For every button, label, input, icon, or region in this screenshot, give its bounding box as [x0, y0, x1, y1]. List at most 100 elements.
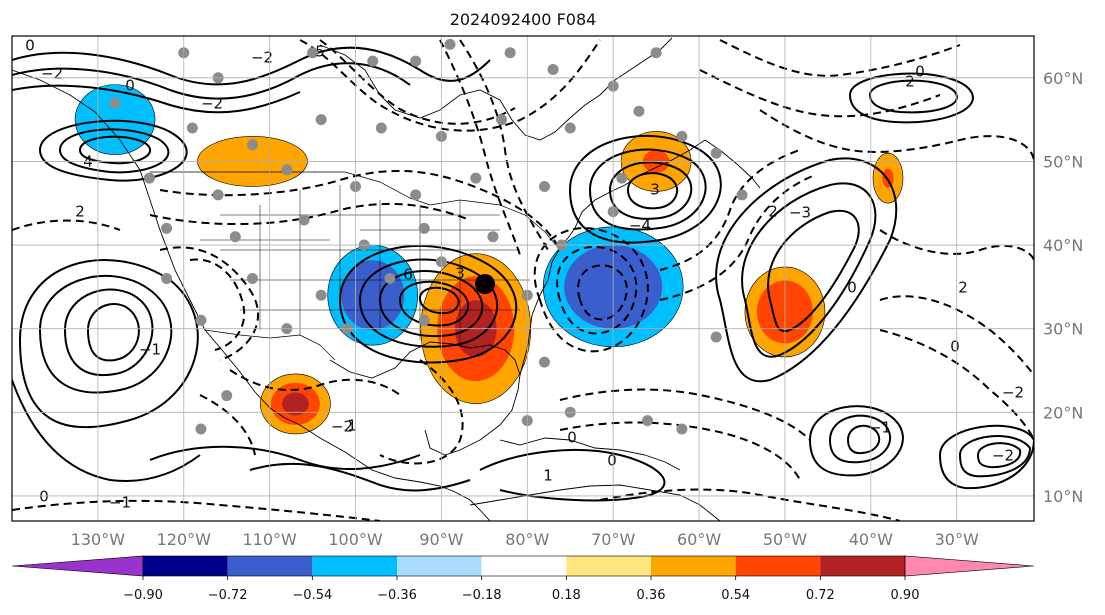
- colorbar-tick-label: 0.18: [552, 588, 581, 603]
- contour-ne-atl-1: [848, 72, 974, 124]
- colorbar-tick-label: 0.72: [806, 588, 835, 603]
- station-dot: [298, 214, 310, 226]
- lon-tick-label: 50°W: [763, 530, 807, 549]
- colorbar-labels: −0.90 −0.72 −0.54 −0.36 −0.18 0.18 0.36 0.54 0.7…: [123, 576, 919, 603]
- contour-neg-west-pac: [12, 219, 121, 231]
- station-dot: [410, 55, 422, 67]
- station-dot: [418, 222, 430, 234]
- colorbar-segment: [566, 556, 651, 576]
- contour-neg-mid-atl-2: [659, 174, 816, 301]
- contour-mexico: [149, 445, 421, 471]
- contour-central-atl-2: [741, 182, 877, 358]
- station-dot: [547, 63, 559, 75]
- contour-nw-atl-4: [626, 172, 679, 210]
- contour-neg-gulf-2: [229, 369, 401, 396]
- contour-ne-atl-2: [868, 79, 958, 114]
- colorbar-extend-high: [904, 555, 1035, 577]
- station-dot: [444, 38, 456, 50]
- dashed-contours: [12, 39, 1034, 521]
- contour-pac-east-ring-2: [63, 288, 154, 377]
- contour-neg-east-6: [879, 295, 1034, 376]
- border-us-mexico: [204, 329, 336, 361]
- station-dot: [221, 390, 233, 402]
- coastline-east: [519, 139, 761, 376]
- station-dot: [504, 47, 516, 59]
- contour-label: −2: [201, 95, 223, 113]
- station-dot: [538, 356, 550, 368]
- latitude-labels: 60°N 50°N 40°N 30°N 20°N 10°N: [1043, 69, 1083, 506]
- station-dot: [281, 164, 293, 176]
- station-dot: [642, 415, 654, 427]
- colorbar-segment: [312, 556, 397, 576]
- lat-tick-label: 50°N: [1043, 152, 1083, 171]
- colorbar: [11, 555, 1035, 577]
- colorbar-segment: [651, 556, 736, 576]
- contour-label: −2: [251, 49, 273, 67]
- contour-label: −2: [1002, 384, 1024, 402]
- colorbar-tick-label: 0.54: [721, 588, 750, 603]
- contour-neg-tropic-2: [559, 421, 801, 481]
- contour-neg-east-1: [719, 39, 961, 77]
- contour-nw-atl-2: [588, 148, 707, 231]
- station-dot: [229, 231, 241, 243]
- station-dot: [375, 122, 387, 134]
- station-dot: [710, 331, 722, 343]
- gridlines: [12, 36, 1034, 521]
- contour-se-1: [808, 405, 904, 477]
- contour-neg-gulf-1: [379, 359, 464, 465]
- colorbar-segment: [820, 556, 905, 576]
- colorbar-segment: [227, 556, 313, 576]
- lon-tick-label: 60°W: [677, 530, 721, 549]
- colorbar-segment: [481, 556, 567, 576]
- coastline-north-america-west: [12, 69, 491, 521]
- contour-label: 1: [543, 467, 553, 485]
- contour-label: 0: [607, 452, 617, 470]
- contour-label: 0: [567, 429, 577, 447]
- lat-tick-label: 60°N: [1043, 69, 1083, 88]
- contour-neg-west-1: [159, 246, 260, 361]
- contour-neg-canada-1: [299, 39, 601, 132]
- station-dot: [710, 147, 722, 159]
- contour-neg-canada-2: [319, 39, 516, 125]
- station-dot: [487, 231, 499, 243]
- contour-pac-north-3: [12, 84, 301, 114]
- contour-low-1: [338, 244, 518, 364]
- contour-lines: [12, 39, 1034, 521]
- contour-central-atl-1: [715, 157, 898, 383]
- station-dot: [246, 139, 258, 151]
- contour-low-4: [398, 280, 469, 327]
- station-dot: [564, 122, 576, 134]
- lat-tick-label: 10°N: [1043, 487, 1083, 506]
- contour-se-2: [828, 414, 891, 464]
- contour-label: −4: [629, 217, 651, 235]
- solid-contours: [12, 46, 1034, 502]
- lon-tick-label: 130°W: [71, 530, 126, 549]
- station-dot: [676, 423, 688, 435]
- station-dot: [161, 273, 173, 284]
- station-dot: [676, 130, 688, 142]
- colorbar-tick-label: −0.18: [462, 588, 502, 603]
- lon-tick-label: 70°W: [591, 530, 635, 549]
- colorbar-tick-label: −0.90: [123, 588, 163, 603]
- lat-tick-label: 40°N: [1043, 236, 1083, 255]
- contour-pac-east-ring-4: [18, 259, 199, 429]
- station-dot: [496, 114, 508, 126]
- contour-label: 3: [650, 181, 660, 199]
- contour-label: −1: [869, 419, 891, 437]
- contour-neg-mex-pac: [199, 394, 256, 456]
- coastline-south-america: [469, 484, 721, 521]
- station-dot: [315, 114, 327, 126]
- contour-low-5: [418, 286, 460, 315]
- contour-label: 3: [455, 265, 465, 283]
- colorbar-tick-label: −0.72: [208, 588, 248, 603]
- contour-neg-tropic-1: [559, 388, 811, 441]
- contour-label: 0: [125, 77, 135, 95]
- contour-neg-canada-3: [159, 169, 561, 251]
- colorbar-segment: [397, 556, 482, 576]
- contour-neg-east-2: [699, 69, 941, 118]
- anomaly-region-core: [282, 392, 309, 416]
- contour-label: 2: [75, 203, 85, 221]
- station-dot: [650, 47, 662, 59]
